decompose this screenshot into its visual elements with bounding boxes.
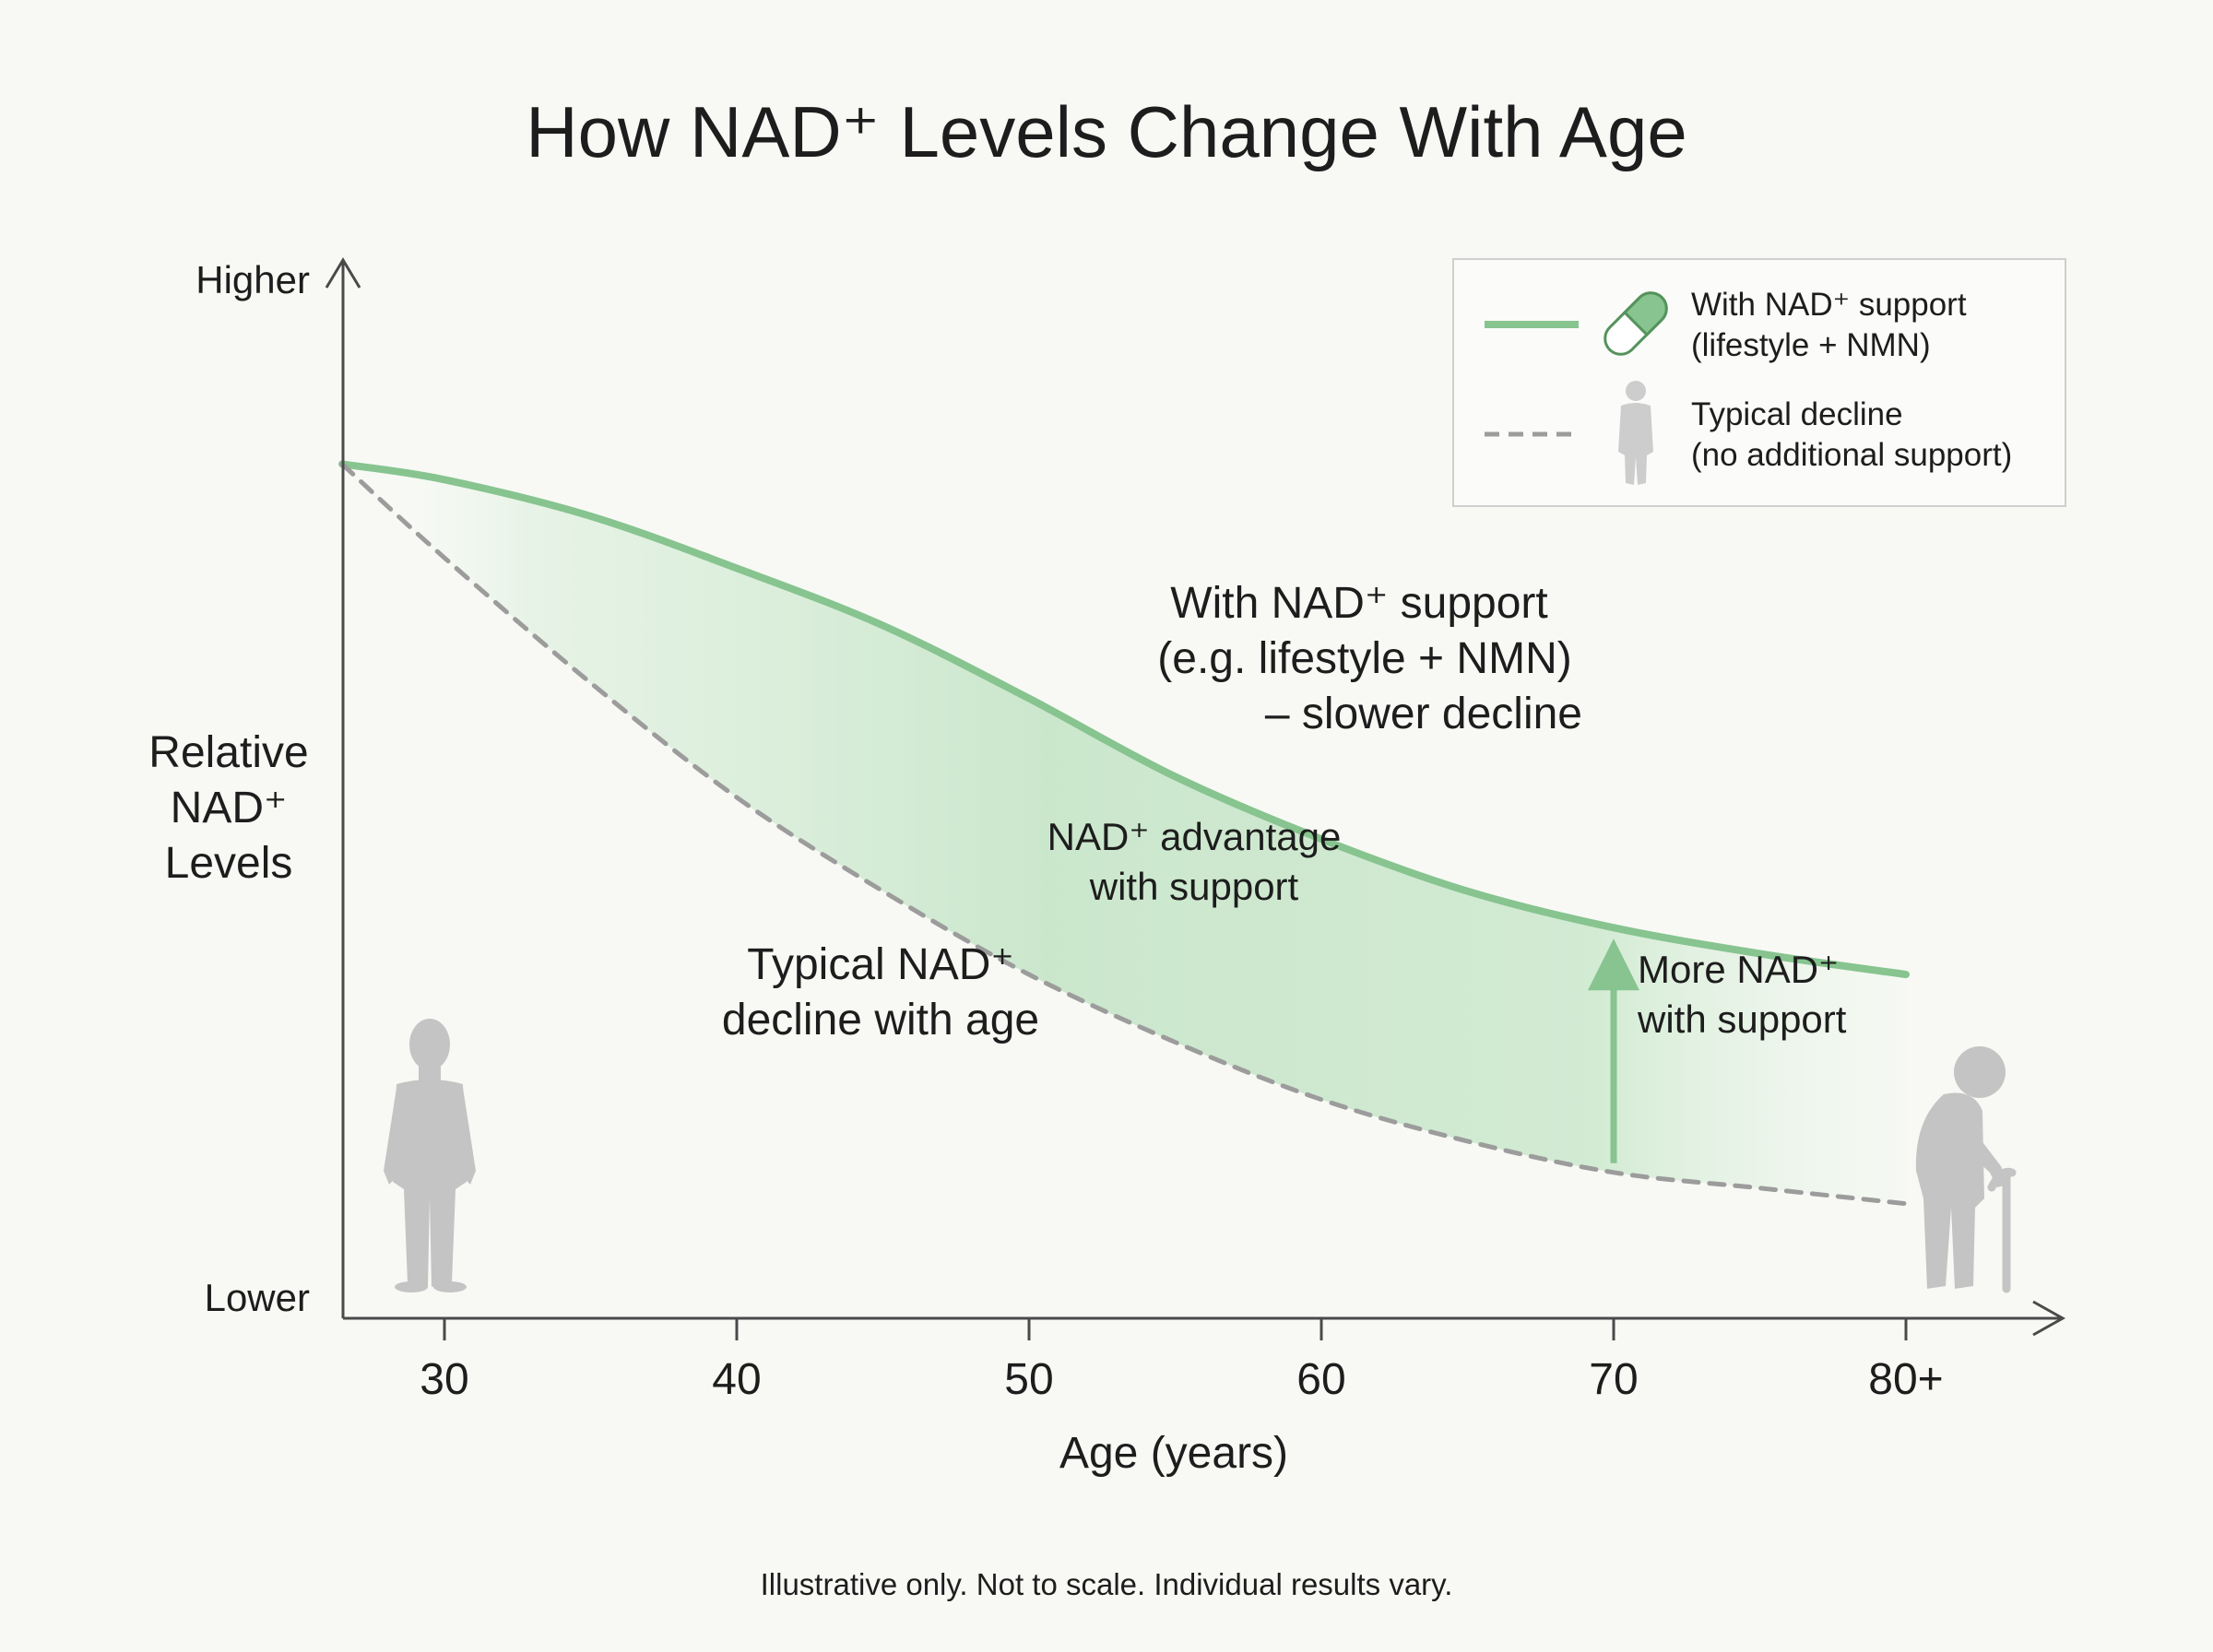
typical-series-line xyxy=(339,461,1909,1207)
young-person-icon xyxy=(384,1019,476,1292)
legend-typical-line: Typical decline xyxy=(1691,396,1903,432)
x-axis xyxy=(343,1300,2066,1337)
y-axis-title-line: NAD⁺ xyxy=(171,784,288,832)
person-icon xyxy=(1618,381,1653,485)
y-bottom-label: Lower xyxy=(205,1276,310,1319)
x-tick-label: 30 xyxy=(420,1355,468,1404)
x-tick-label: 50 xyxy=(1004,1355,1053,1404)
advantage-annotation: NAD⁺ advantage with support xyxy=(1047,815,1342,908)
x-ticks: 30 40 50 60 70 80+ xyxy=(420,1318,1944,1404)
advantage-annotation-line: with support xyxy=(1089,865,1299,908)
legend: With NAD⁺ support (lifestyle + NMN) Typi… xyxy=(1452,258,2066,507)
more-annotation-line: More NAD⁺ xyxy=(1638,948,1839,991)
advantage-band xyxy=(342,464,1907,1204)
legend-typical-line: (no additional support) xyxy=(1691,437,2012,473)
chart-title: How NAD⁺ Levels Change With Age xyxy=(526,91,1686,172)
support-annotation-line: (e.g. lifestyle + NMN) xyxy=(1157,634,1571,683)
y-axis-title: Relative NAD⁺ Levels xyxy=(148,728,308,888)
x-axis-title: Age (years) xyxy=(1059,1429,1288,1478)
x-tick-label: 70 xyxy=(1589,1355,1638,1404)
legend-entry-typical: Typical decline (no additional support) xyxy=(1485,381,2012,485)
support-annotation-line: – slower decline xyxy=(1265,690,1582,738)
footnote: Illustrative only. Not to scale. Individ… xyxy=(761,1567,1453,1601)
advantage-annotation-line: NAD⁺ advantage xyxy=(1047,815,1342,858)
y-axis-title-line: Relative xyxy=(148,728,308,777)
elderly-person-icon xyxy=(1915,1046,2017,1293)
more-annotation-line: with support xyxy=(1637,997,1847,1041)
y-axis xyxy=(325,257,361,1318)
y-top-label: Higher xyxy=(195,258,310,301)
typical-annotation-line: decline with age xyxy=(722,996,1039,1044)
x-tick-label: 80+ xyxy=(1868,1355,1943,1404)
legend-support-line: (lifestyle + NMN) xyxy=(1691,327,1931,363)
x-tick-label: 60 xyxy=(1296,1355,1345,1404)
y-axis-title-line: Levels xyxy=(165,839,293,888)
x-tick-label: 40 xyxy=(712,1355,761,1404)
more-annotation: More NAD⁺ with support xyxy=(1637,948,1847,1041)
pill-capsule-icon xyxy=(1604,291,1668,356)
support-annotation-line: With NAD⁺ support xyxy=(1170,579,1547,628)
support-series-line xyxy=(338,460,1910,979)
typical-annotation: Typical NAD⁺ decline with age xyxy=(722,940,1039,1044)
typical-annotation-line: Typical NAD⁺ xyxy=(747,940,1013,989)
legend-entry-support: With NAD⁺ support (lifestyle + NMN) xyxy=(1485,287,1967,363)
legend-support-line: With NAD⁺ support xyxy=(1691,287,1967,323)
support-annotation: With NAD⁺ support (e.g. lifestyle + NMN)… xyxy=(1157,579,1582,738)
